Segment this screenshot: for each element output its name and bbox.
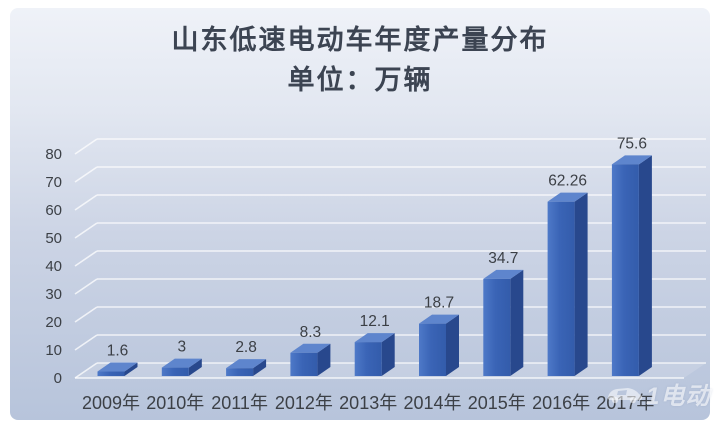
bar-value-label: 8.3 xyxy=(300,324,322,341)
bar-front-face xyxy=(97,371,125,376)
bar-value-label: 3 xyxy=(177,339,186,356)
watermark-text: 1电动 xyxy=(646,383,711,410)
bar-value-label: 12.1 xyxy=(360,313,390,330)
bar-2012年 xyxy=(290,343,331,376)
bar-top-face xyxy=(290,343,331,353)
bar-value-label: 18.7 xyxy=(424,295,454,312)
watermark: 1电动 xyxy=(604,376,710,411)
bar-side-face xyxy=(446,314,459,376)
gridlines xyxy=(74,138,706,379)
bar-2009年 xyxy=(97,362,138,376)
bar-side-face xyxy=(317,343,331,376)
chart-title: 山东低速电动车年度产量分布 xyxy=(171,25,549,55)
bar-side-face xyxy=(381,333,395,376)
bar-top-face xyxy=(226,359,267,369)
bar-2014年 xyxy=(419,314,459,376)
bar-2013年 xyxy=(354,333,395,376)
chart-subtitle: 单位：万辆 xyxy=(287,65,433,95)
bar-front-face xyxy=(547,201,575,376)
bar-side-face xyxy=(574,192,588,376)
gridline-tick xyxy=(74,306,98,323)
bar-value-label: 75.6 xyxy=(617,135,647,152)
gridline-tick xyxy=(74,138,98,155)
bar-2017年 xyxy=(611,155,652,376)
x-axis-tick-label: 2010年 xyxy=(146,393,204,413)
bar-front-face xyxy=(419,323,446,376)
bar-front-face xyxy=(226,368,254,376)
x-axis-tick-label: 2011年 xyxy=(211,393,268,413)
bar-top-face xyxy=(354,333,395,343)
bar-top-face xyxy=(419,314,459,324)
gridline-tick xyxy=(74,334,98,351)
bar-front-face xyxy=(483,278,511,376)
y-axis-tick-label: 50 xyxy=(45,230,62,247)
y-axis-tick-label: 10 xyxy=(45,342,62,359)
bar-top-face xyxy=(547,192,588,202)
y-axis-tick-label: 0 xyxy=(54,370,62,387)
y-axis-tick-label: 60 xyxy=(45,202,62,219)
bar-2015年 xyxy=(483,269,524,376)
y-axis-tick-label: 20 xyxy=(45,314,62,331)
x-axis-tick-label: 2009年 xyxy=(82,393,140,413)
bar-top-face xyxy=(161,358,202,368)
gridline-tick xyxy=(74,362,98,379)
bar-side-face xyxy=(510,269,524,376)
bar-value-label: 1.6 xyxy=(107,343,129,360)
bar-top-face xyxy=(97,362,138,372)
gridline-tick xyxy=(74,222,98,239)
bar-value-label: 34.7 xyxy=(488,250,518,267)
bar-top-face xyxy=(483,269,524,279)
bar-side-face xyxy=(188,358,202,376)
bar-2016年 xyxy=(547,192,588,376)
bar-front-face xyxy=(611,164,639,376)
bar-2010年 xyxy=(161,358,202,376)
y-axis-tick-label: 30 xyxy=(45,286,62,303)
x-axis-tick-label: 2014年 xyxy=(403,393,461,413)
gridline-tick xyxy=(74,250,98,267)
x-axis-tick-label: 2013年 xyxy=(339,393,397,413)
bar-2011年 xyxy=(226,359,267,376)
gridline-tick xyxy=(74,194,98,211)
bar-front-face xyxy=(161,367,189,376)
gridline-tick xyxy=(74,278,98,295)
bar-front-face xyxy=(354,342,382,376)
bar-value-label: 62.26 xyxy=(548,173,587,190)
y-axis-tick-label: 70 xyxy=(45,174,62,191)
bar-side-face xyxy=(638,155,652,376)
x-axis-tick-label: 2015年 xyxy=(468,393,526,413)
x-axis-tick-label: 2012年 xyxy=(275,393,333,413)
bar-side-face xyxy=(124,362,138,376)
y-axis-tick-label: 40 xyxy=(45,258,62,275)
x-axis-tick-label: 2016年 xyxy=(532,393,590,413)
car-icon xyxy=(607,387,643,403)
bar-side-face xyxy=(253,359,267,376)
chart-title-block: 山东低速电动车年度产量分布 单位：万辆 xyxy=(0,20,720,100)
bar-front-face xyxy=(290,352,318,376)
bar-top-face xyxy=(611,155,652,165)
bar-value-label: 2.8 xyxy=(235,339,257,356)
gridline-tick xyxy=(74,166,98,183)
y-axis-tick-label: 80 xyxy=(45,146,62,163)
